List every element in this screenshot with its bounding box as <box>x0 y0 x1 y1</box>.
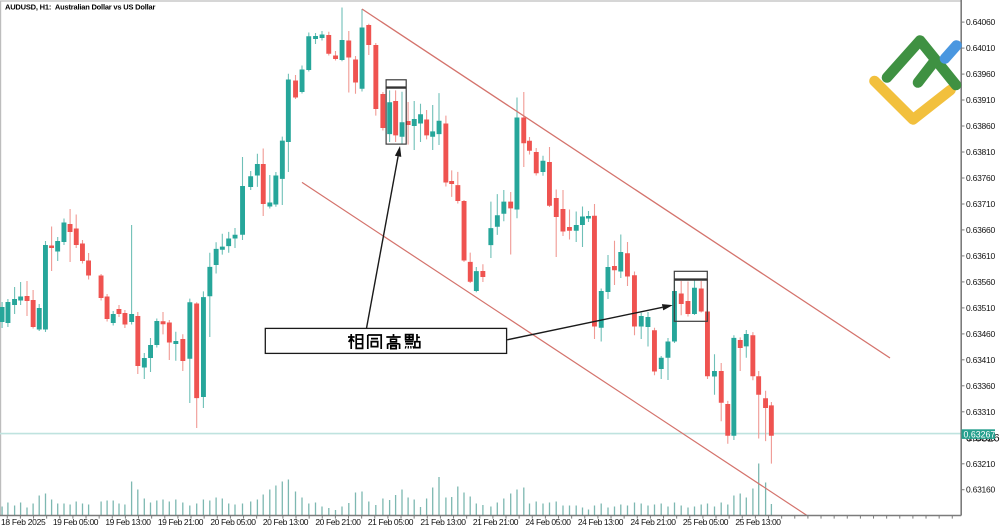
svg-text:0.63560: 0.63560 <box>966 277 995 287</box>
svg-text:20 Feb 05:00: 20 Feb 05:00 <box>210 517 256 527</box>
svg-text:0.63160: 0.63160 <box>966 485 995 495</box>
svg-text:21 Feb 05:00: 21 Feb 05:00 <box>368 517 414 527</box>
svg-text:0.63710: 0.63710 <box>966 199 995 209</box>
svg-text:0.64010: 0.64010 <box>966 43 995 53</box>
svg-text:25 Feb 05:00: 25 Feb 05:00 <box>683 517 729 527</box>
svg-text:0.63860: 0.63860 <box>966 121 995 131</box>
svg-text:20 Feb 13:00: 20 Feb 13:00 <box>263 517 309 527</box>
svg-text:19 Feb 13:00: 19 Feb 13:00 <box>105 517 151 527</box>
svg-text:0.63960: 0.63960 <box>966 69 995 79</box>
svg-text:24 Feb 13:00: 24 Feb 13:00 <box>578 517 624 527</box>
svg-text:0.63410: 0.63410 <box>966 355 995 365</box>
svg-text:0.64060: 0.64060 <box>966 17 995 27</box>
svg-text:0.63660: 0.63660 <box>966 225 995 235</box>
svg-text:21 Feb 21:00: 21 Feb 21:00 <box>473 517 519 527</box>
svg-text:0.63810: 0.63810 <box>966 147 995 157</box>
svg-text:21 Feb 13:00: 21 Feb 13:00 <box>420 517 466 527</box>
svg-text:18 Feb 2025: 18 Feb 2025 <box>1 517 46 527</box>
svg-text:19 Feb 05:00: 19 Feb 05:00 <box>53 517 99 527</box>
svg-text:19 Feb 21:00: 19 Feb 21:00 <box>158 517 204 527</box>
svg-text:25 Feb 13:00: 25 Feb 13:00 <box>735 517 781 527</box>
svg-text:0.63610: 0.63610 <box>966 251 995 261</box>
svg-text:0.63460: 0.63460 <box>966 329 995 339</box>
svg-text:0.63310: 0.63310 <box>966 407 995 417</box>
svg-text:0.63360: 0.63360 <box>966 381 995 391</box>
svg-text:20 Feb 21:00: 20 Feb 21:00 <box>315 517 361 527</box>
svg-text:24 Feb 05:00: 24 Feb 05:00 <box>525 517 571 527</box>
svg-text:0.63510: 0.63510 <box>966 303 995 313</box>
svg-text:0.63760: 0.63760 <box>966 173 995 183</box>
svg-text:0.63267: 0.63267 <box>964 430 996 440</box>
svg-text:0.63910: 0.63910 <box>966 95 995 105</box>
svg-text:AUDUSD, H1: Australian Dollar: AUDUSD, H1: Australian Dollar vs US Doll… <box>5 3 155 12</box>
svg-text:24 Feb 21:00: 24 Feb 21:00 <box>630 517 676 527</box>
svg-text:0.63210: 0.63210 <box>966 459 995 469</box>
